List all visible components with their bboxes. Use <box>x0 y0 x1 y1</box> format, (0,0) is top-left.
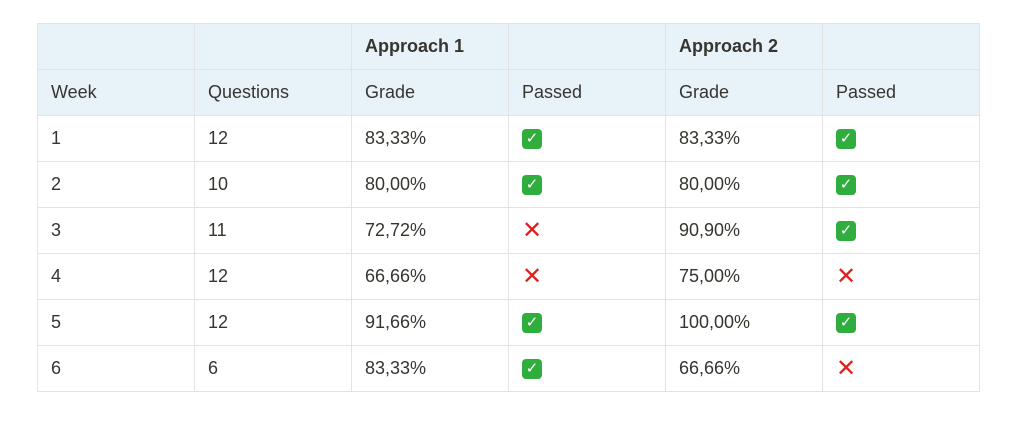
table-row: 6 6 83,33% ✓ 66,66% ✕ <box>37 345 980 392</box>
check-mark-icon: ✓ <box>836 129 856 150</box>
approach-2-passed-cell: ✓ <box>822 299 980 346</box>
column-header-questions: Questions <box>194 69 352 116</box>
questions-cell: 11 <box>194 207 352 254</box>
table-row: 2 10 80,00% ✓ 80,00% ✓ <box>37 161 980 208</box>
table-row: 4 12 66,66% ✕ 75,00% ✕ <box>37 253 980 300</box>
week-cell: 3 <box>37 207 195 254</box>
approach-1-grade-cell: 80,00% <box>351 161 509 208</box>
approach-1-grade-cell: 72,72% <box>351 207 509 254</box>
approach-1-passed-cell: ✕ <box>508 207 666 254</box>
week-cell: 2 <box>37 161 195 208</box>
approach-1-grade-cell: 83,33% <box>351 345 509 392</box>
cross-mark-icon: ✕ <box>836 263 857 291</box>
group-header-empty <box>37 23 195 70</box>
questions-cell: 10 <box>194 161 352 208</box>
column-header-week: Week <box>37 69 195 116</box>
check-mark-icon: ✓ <box>836 175 856 196</box>
check-mark-icon: ✓ <box>836 313 856 334</box>
approach-2-passed-cell: ✓ <box>822 115 980 162</box>
approach-1-passed-cell: ✓ <box>508 299 666 346</box>
week-cell: 1 <box>37 115 195 162</box>
questions-cell: 12 <box>194 253 352 300</box>
week-cell: 6 <box>37 345 195 392</box>
check-mark-icon: ✓ <box>522 359 542 380</box>
group-header-row: Approach 1 Approach 2 <box>37 23 980 70</box>
column-header-row: Week Questions Grade Passed Grade Passed <box>37 69 980 116</box>
approach-1-passed-cell: ✕ <box>508 253 666 300</box>
column-header-approach-2-passed: Passed <box>822 69 980 116</box>
group-header-approach-2: Approach 2 <box>665 23 823 70</box>
approach-2-passed-cell: ✓ <box>822 207 980 254</box>
approach-2-passed-cell: ✓ <box>822 161 980 208</box>
week-cell: 5 <box>37 299 195 346</box>
approach-2-grade-cell: 90,90% <box>665 207 823 254</box>
group-header-empty <box>822 23 980 70</box>
group-header-empty <box>508 23 666 70</box>
week-cell: 4 <box>37 253 195 300</box>
approach-2-passed-cell: ✕ <box>822 345 980 392</box>
approach-1-passed-cell: ✓ <box>508 161 666 208</box>
column-header-approach-1-grade: Grade <box>351 69 509 116</box>
table-row: 1 12 83,33% ✓ 83,33% ✓ <box>37 115 980 162</box>
grade-rows: 1 12 83,33% ✓ 83,33% ✓ 2 10 80,00% ✓ 80,00% ✓ 3 11 72,… <box>37 115 980 392</box>
approach-2-grade-cell: 80,00% <box>665 161 823 208</box>
approach-1-passed-cell: ✓ <box>508 345 666 392</box>
questions-cell: 12 <box>194 115 352 162</box>
check-mark-icon: ✓ <box>836 221 856 242</box>
cross-mark-icon: ✕ <box>836 355 857 383</box>
approach-2-grade-cell: 66,66% <box>665 345 823 392</box>
approach-2-passed-cell: ✕ <box>822 253 980 300</box>
grades-table: Approach 1 Approach 2 Week Questions Gra… <box>37 23 980 392</box>
questions-cell: 6 <box>194 345 352 392</box>
cross-mark-icon: ✕ <box>522 263 543 291</box>
approach-2-grade-cell: 100,00% <box>665 299 823 346</box>
group-header-approach-1: Approach 1 <box>351 23 509 70</box>
check-mark-icon: ✓ <box>522 175 542 196</box>
approach-1-grade-cell: 83,33% <box>351 115 509 162</box>
table-row: 3 11 72,72% ✕ 90,90% ✓ <box>37 207 980 254</box>
approach-1-grade-cell: 91,66% <box>351 299 509 346</box>
approach-1-passed-cell: ✓ <box>508 115 666 162</box>
column-header-approach-1-passed: Passed <box>508 69 666 116</box>
cross-mark-icon: ✕ <box>522 217 543 245</box>
approach-2-grade-cell: 75,00% <box>665 253 823 300</box>
approach-2-grade-cell: 83,33% <box>665 115 823 162</box>
check-mark-icon: ✓ <box>522 129 542 150</box>
column-header-approach-2-grade: Grade <box>665 69 823 116</box>
approach-1-grade-cell: 66,66% <box>351 253 509 300</box>
group-header-empty <box>194 23 352 70</box>
table-row: 5 12 91,66% ✓ 100,00% ✓ <box>37 299 980 346</box>
check-mark-icon: ✓ <box>522 313 542 334</box>
questions-cell: 12 <box>194 299 352 346</box>
